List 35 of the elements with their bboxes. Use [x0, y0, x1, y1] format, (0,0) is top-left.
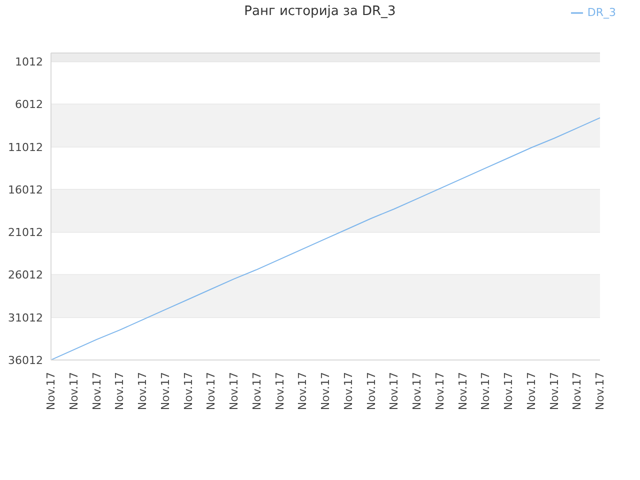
y-tick-label: 21012 — [8, 226, 43, 240]
x-tick-label: Nov.17 — [204, 372, 218, 410]
x-tick-label: Nov.17 — [67, 372, 80, 410]
x-tick-label: Nov.17 — [433, 372, 446, 410]
chart-title: Ранг историја за DR_3 — [244, 4, 396, 19]
x-tick-label: Nov.17 — [319, 372, 332, 410]
x-tick-label: Nov.17 — [273, 372, 286, 410]
y-tick-label: 11012 — [8, 140, 43, 154]
x-tick-label: Nov.17 — [524, 372, 538, 410]
x-tick-label: Nov.17 — [388, 372, 401, 410]
x-tick-label: Nov.17 — [90, 372, 104, 410]
x-tick-label: Nov.17 — [548, 372, 561, 410]
x-tick-label: Nov.17 — [570, 372, 584, 410]
x-tick-label: Nov.17 — [228, 372, 240, 410]
x-tick-label: Nov.17 — [158, 372, 172, 410]
x-tick-label: Nov.17 — [136, 372, 149, 410]
x-tick-label: Nov.17 — [456, 372, 470, 410]
x-tick-label: Nov.17 — [502, 372, 515, 410]
y-tick-label: 1012 — [15, 56, 43, 69]
x-tick-label: Nov.17 — [182, 372, 195, 410]
y-tick-label: 26012 — [8, 268, 43, 282]
x-tick-label: Nov.17 — [113, 372, 126, 410]
x-tick-label: Nov.17 — [364, 372, 378, 410]
y-tick-label: 6012 — [15, 98, 43, 112]
y-tick-label: 36012 — [8, 354, 43, 367]
x-tick-label: Nov.17 — [410, 372, 424, 410]
legend-label: DR_3 — [587, 6, 616, 19]
x-tick-label: Nov.17 — [296, 372, 310, 410]
x-tick-label: Nov.17 — [594, 372, 606, 410]
x-tick-label: Nov.17 — [479, 372, 492, 410]
x-tick-label: Nov.17 — [44, 372, 58, 410]
y-tick-label: 31012 — [8, 311, 43, 324]
x-tick-label: Nov.17 — [250, 372, 264, 410]
x-tick-label: Nov.17 — [342, 372, 355, 410]
y-tick-label: 16012 — [8, 183, 43, 196]
